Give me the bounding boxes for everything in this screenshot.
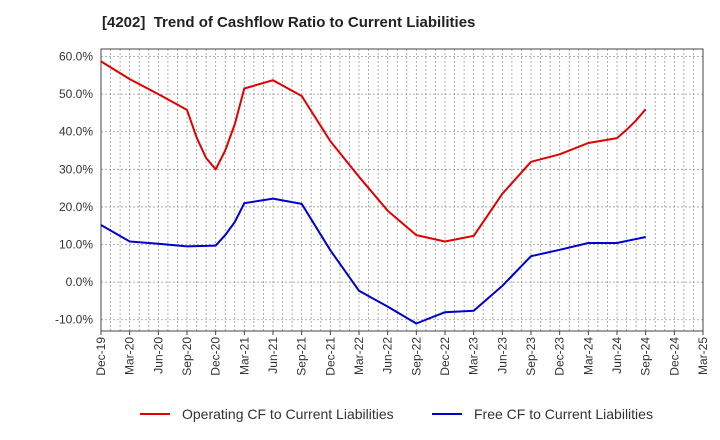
x-tick-label: Dec-22 (438, 337, 452, 376)
series-line-2 (100, 197, 646, 325)
x-tick-label: Dec-24 (667, 337, 681, 376)
x-tick-label: Sep-23 (524, 337, 538, 376)
series-line-1 (100, 60, 647, 243)
x-tick-label: Jun-22 (381, 337, 395, 374)
y-tick-label: 0.0% (66, 275, 94, 289)
y-tick-label: 60.0% (59, 50, 93, 64)
x-tick-label: Jun-23 (495, 337, 509, 374)
legend-label-1: Operating CF to Current Liabilities (182, 406, 394, 422)
chart-title: [4202] Trend of Cashflow Ratio to Curren… (102, 14, 476, 31)
x-tick-label: Sep-22 (409, 337, 423, 376)
x-tick-label: Dec-21 (323, 337, 337, 376)
x-tick-label: Mar-25 (696, 337, 710, 375)
y-tick-label: 30.0% (59, 162, 93, 176)
y-tick-label: 20.0% (59, 200, 93, 214)
x-tick-label: Mar-24 (581, 337, 595, 375)
x-tick-label: Mar-21 (237, 337, 251, 375)
y-tick-label: 10.0% (59, 238, 93, 252)
y-tick-label: 50.0% (59, 87, 93, 101)
x-tick-label: Dec-19 (94, 337, 108, 376)
x-tick-label: Jun-24 (610, 337, 624, 374)
x-tick-label: Mar-23 (467, 337, 481, 375)
x-tick-label: Jun-20 (151, 337, 165, 374)
y-tick-label: -10.0% (55, 313, 93, 327)
plot-area (100, 48, 704, 332)
plot-border (100, 48, 704, 332)
x-tick-label: Sep-24 (639, 337, 653, 376)
y-tick-label: 40.0% (59, 125, 93, 139)
x-tick-label: Mar-20 (123, 337, 137, 375)
x-tick-label: Sep-20 (180, 337, 194, 376)
x-tick-label: Dec-23 (553, 337, 567, 376)
x-tick-label: Sep-21 (295, 337, 309, 376)
x-tick-label: Dec-20 (209, 337, 223, 376)
x-tick-label: Mar-22 (352, 337, 366, 375)
legend-label-2: Free CF to Current Liabilities (474, 406, 653, 422)
x-tick-label: Jun-21 (266, 337, 280, 374)
